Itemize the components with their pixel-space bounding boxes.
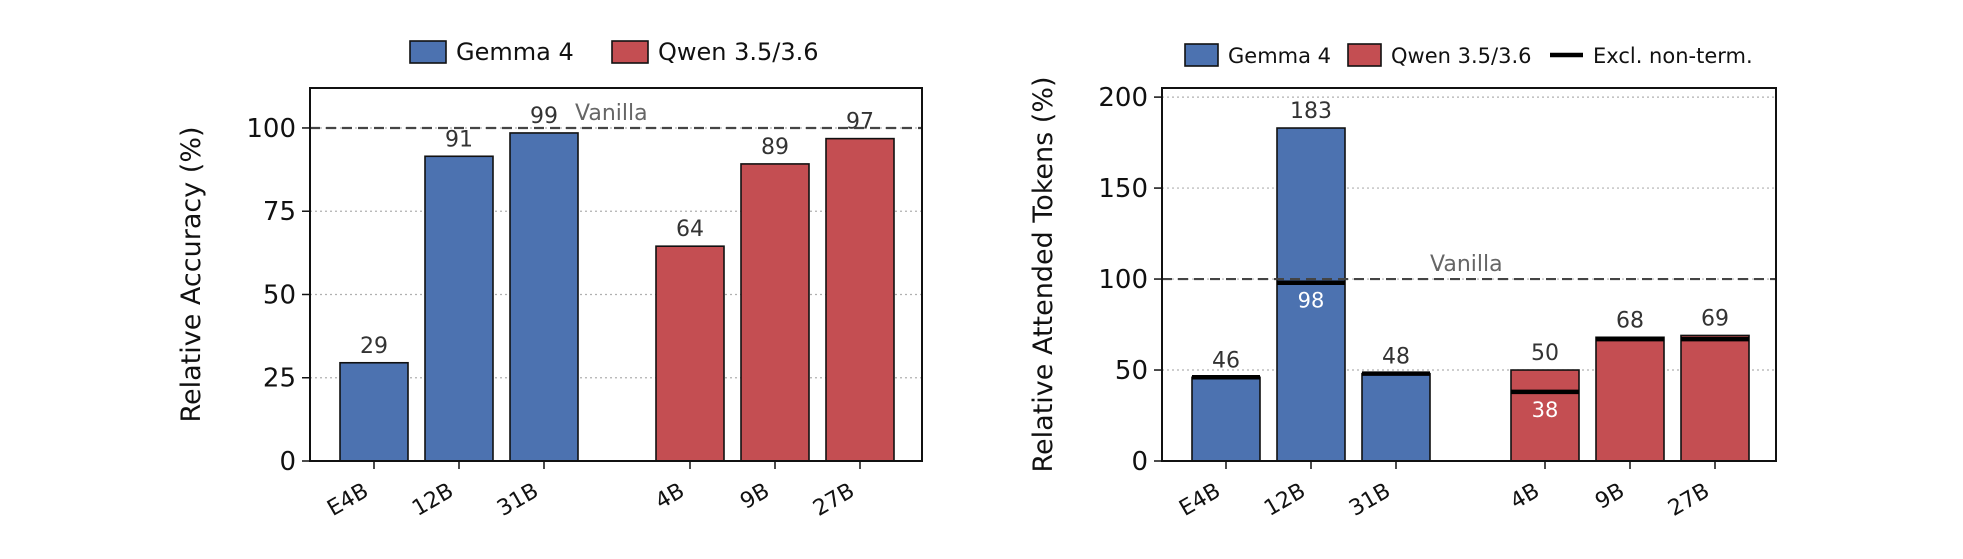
x-tick-label: 9B: [1591, 479, 1629, 515]
plot-frame: [309, 87, 923, 462]
y-tick-label: 0: [279, 447, 296, 477]
legend-label: Gemma 4: [456, 38, 574, 66]
x-tick-label: 9B: [736, 479, 774, 515]
data-label: 46: [1212, 348, 1240, 373]
y-tick-label: 25: [263, 364, 296, 394]
data-label: 99: [530, 104, 558, 129]
y-tick-label: 50: [1115, 356, 1148, 386]
legend: Gemma 4 Qwen 3.5/3.6 Excl. non-term.: [1184, 43, 1753, 68]
bar: [825, 137, 895, 462]
x-tick-label: 27B: [809, 479, 859, 522]
plot-frame: [1161, 87, 1777, 462]
y-axis-label: Relative Attended Tokens (%): [1028, 76, 1059, 472]
y-tick-label: 100: [246, 114, 296, 144]
data-label: 89: [761, 135, 789, 160]
bar: [1276, 127, 1346, 462]
y-tick-label: 200: [1098, 83, 1148, 113]
legend-swatch: [1184, 43, 1219, 67]
legend: Gemma 4 Qwen 3.5/3.6: [409, 38, 819, 66]
data-label: 50: [1531, 341, 1559, 366]
excl-data-label: 98: [1298, 289, 1325, 313]
legend-label: Excl. non-term.: [1593, 44, 1753, 68]
y-tick-label: 75: [263, 197, 296, 227]
data-label: 29: [360, 334, 388, 359]
x-tick-label: 4B: [651, 479, 689, 515]
bar: [424, 155, 494, 462]
bar: [1191, 376, 1261, 462]
data-label: 183: [1290, 99, 1332, 124]
y-axis-label: Relative Accuracy (%): [176, 126, 207, 422]
x-tick-label: E4B: [1175, 479, 1225, 522]
y-tick-label: 150: [1098, 174, 1148, 204]
x-tick-label: 12B: [1260, 479, 1310, 522]
bar: [1595, 336, 1665, 462]
bar: [339, 361, 409, 462]
legend-label: Qwen 3.5/3.6: [658, 38, 819, 66]
legend-swatch: [1347, 43, 1382, 67]
data-label: 48: [1382, 345, 1410, 370]
x-tick-label: 27B: [1664, 479, 1714, 522]
data-label: 69: [1701, 306, 1729, 331]
bar: [1510, 369, 1580, 462]
bar: [1680, 334, 1750, 462]
data-label: 91: [445, 127, 473, 152]
data-label: 64: [676, 217, 704, 242]
x-tick-label: E4B: [323, 479, 373, 522]
y-tick-label: 100: [1098, 265, 1148, 295]
y-tick-label: 50: [263, 280, 296, 310]
data-label: 68: [1616, 308, 1644, 333]
bar: [1361, 372, 1431, 462]
vanilla-label: Vanilla: [575, 101, 648, 126]
y-tick-label: 0: [1131, 447, 1148, 477]
bar: [509, 132, 579, 462]
vanilla-label: Vanilla: [1430, 252, 1503, 277]
chart-panel-2: 46 E4B 183 98 12B 48 31B 50 38 4B 68 9B 69 27B Vanilla…: [1028, 43, 1777, 522]
chart-panel-1: 29 E4B 91 12B 99 31B 64 4B 89 9B 97 27B Vanilla 0 25 50…: [176, 38, 923, 522]
bar: [655, 245, 725, 462]
legend-swatch: [409, 40, 447, 64]
legend-label: Qwen 3.5/3.6: [1391, 44, 1531, 68]
x-tick-label: 31B: [1345, 479, 1395, 522]
x-tick-label: 31B: [493, 479, 543, 522]
x-tick-label: 12B: [408, 479, 458, 522]
legend-swatch: [611, 40, 649, 64]
excl-data-label: 38: [1532, 398, 1559, 422]
bar: [740, 163, 810, 462]
data-label: 97: [846, 110, 874, 135]
legend-label: Gemma 4: [1228, 44, 1331, 68]
x-tick-label: 4B: [1506, 479, 1544, 515]
